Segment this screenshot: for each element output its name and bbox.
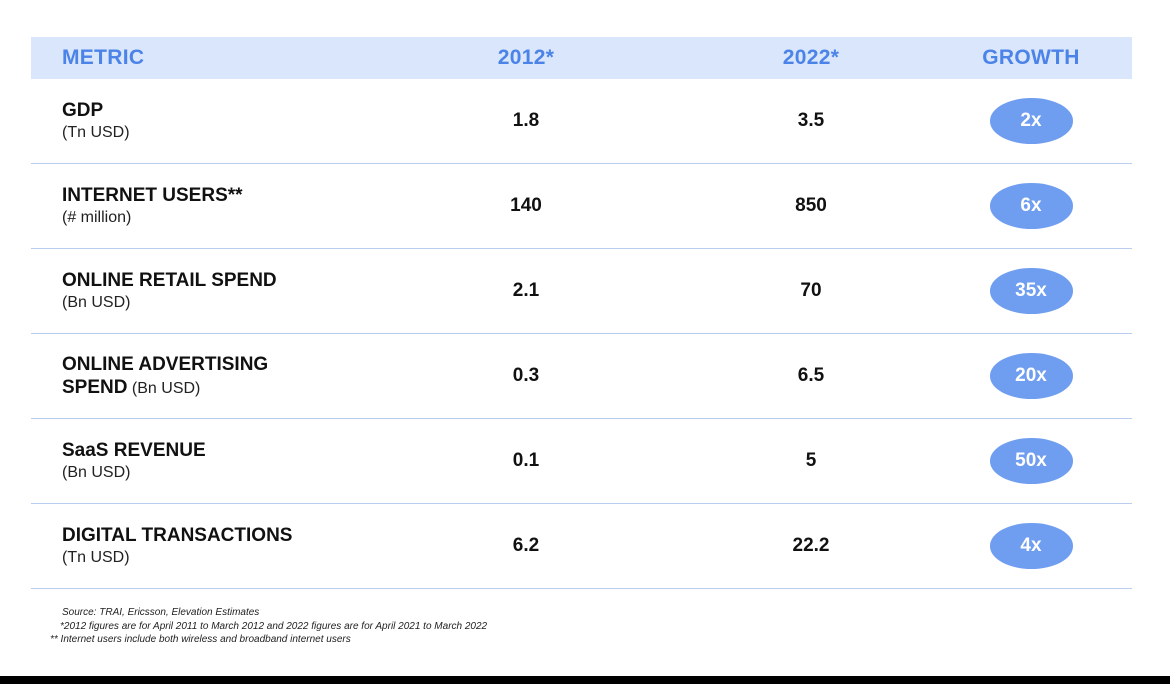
value-2022: 3.5	[797, 110, 825, 131]
growth-badge: 4x	[989, 523, 1073, 569]
table-header: METRIC 2012* 2022* GROWTH	[31, 37, 1132, 79]
growth-cell: 2x	[951, 98, 1111, 144]
value-2012: 140	[510, 195, 542, 216]
metric-name-continued: SPEND	[62, 377, 128, 398]
metrics-table: METRIC 2012* 2022* GROWTH GDP (Tn USD) 1…	[31, 37, 1132, 589]
table-row-digital-transactions: DIGITAL TRANSACTIONS (Tn USD) 6.2 22.2 4…	[31, 504, 1132, 589]
growth-cell: 50x	[951, 438, 1111, 484]
metric-cell: INTERNET USERS** (# million)	[31, 184, 431, 228]
metric-unit: (Tn USD)	[62, 124, 130, 141]
growth-badge: 50x	[989, 438, 1073, 484]
metric-unit: (# million)	[62, 209, 132, 226]
metric-name: INTERNET USERS**	[62, 185, 243, 206]
metric-unit: (Bn USD)	[131, 380, 201, 397]
growth-cell: 4x	[951, 523, 1111, 569]
metric-cell: GDP (Tn USD)	[31, 99, 431, 143]
metric-unit: (Bn USD)	[62, 464, 131, 481]
value-2012: 0.3	[512, 365, 540, 386]
metric-unit: (Bn USD)	[62, 294, 131, 311]
metric-unit: (Tn USD)	[62, 549, 130, 566]
internet-users-note: ** Internet users include both wireless …	[50, 634, 351, 645]
growth-cell: 6x	[951, 183, 1111, 229]
header-2012: 2012*	[497, 46, 555, 69]
metric-cell: ONLINE ADVERTISING SPEND (Bn USD)	[31, 353, 431, 399]
value-2012: 0.1	[512, 450, 540, 471]
metric-cell: SaaS REVENUE (Bn USD)	[31, 439, 431, 483]
table-row-internet-users: INTERNET USERS** (# million) 140 850 6x	[31, 164, 1132, 249]
source-note: Source: TRAI, Ericsson, Elevation Estima…	[62, 607, 260, 618]
table-row-gdp: GDP (Tn USD) 1.8 3.5 2x	[31, 79, 1132, 164]
growth-badge: 6x	[989, 183, 1073, 229]
value-2012: 6.2	[512, 535, 540, 556]
table-row-saas-revenue: SaaS REVENUE (Bn USD) 0.1 5 50x	[31, 419, 1132, 504]
table-row-online-retail-spend: ONLINE RETAIL SPEND (Bn USD) 2.1 70 35x	[31, 249, 1132, 334]
metric-cell: ONLINE RETAIL SPEND (Bn USD)	[31, 269, 431, 313]
value-2022: 5	[805, 450, 817, 471]
metric-name: DIGITAL TRANSACTIONS	[62, 525, 293, 546]
value-2022: 850	[795, 195, 827, 216]
metric-name: GDP	[62, 100, 104, 121]
value-2012: 1.8	[512, 110, 540, 131]
bottom-border	[0, 676, 1170, 684]
growth-cell: 35x	[951, 268, 1111, 314]
metric-name: ONLINE RETAIL SPEND	[62, 270, 277, 291]
value-2022: 70	[800, 280, 822, 301]
value-2012: 2.1	[512, 280, 540, 301]
table-row-online-advertising-spend: ONLINE ADVERTISING SPEND (Bn USD) 0.3 6.…	[31, 334, 1132, 419]
growth-badge: 20x	[989, 353, 1073, 399]
footnotes: Source: TRAI, Ericsson, Elevation Estima…	[50, 606, 488, 647]
header-metric: METRIC	[62, 46, 145, 69]
metric-name-line2: SPEND (Bn USD)	[62, 376, 431, 399]
growth-cell: 20x	[951, 353, 1111, 399]
metric-name: ONLINE ADVERTISING	[62, 354, 269, 375]
growth-badge: 2x	[989, 98, 1073, 144]
header-growth: GROWTH	[982, 46, 1080, 69]
header-2022: 2022*	[782, 46, 840, 69]
period-note: *2012 figures are for April 2011 to Marc…	[60, 620, 488, 632]
metric-name: SaaS REVENUE	[62, 440, 206, 461]
value-2022: 22.2	[792, 535, 830, 556]
metric-cell: DIGITAL TRANSACTIONS (Tn USD)	[31, 524, 431, 568]
value-2022: 6.5	[797, 365, 825, 386]
growth-badge: 35x	[989, 268, 1073, 314]
